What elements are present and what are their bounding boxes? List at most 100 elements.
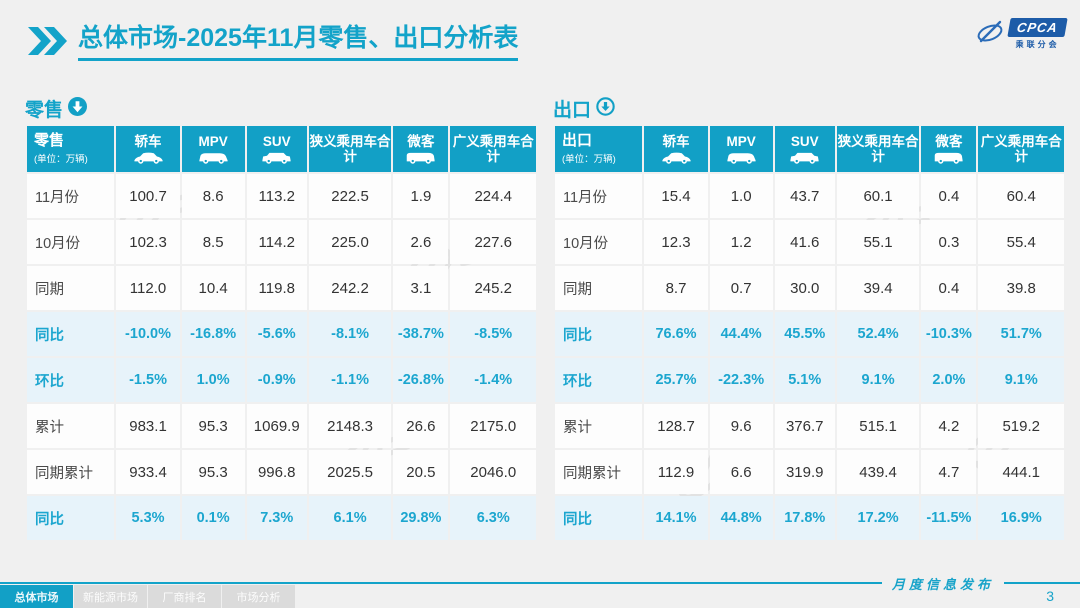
cell-value: 5.3%: [116, 496, 180, 540]
cell-value: -38.7%: [393, 312, 449, 356]
row-label: 同期: [27, 266, 115, 310]
cell-value: 102.3: [116, 220, 180, 264]
cell-value: 222.5: [308, 174, 392, 218]
cell-value: 95.3: [181, 450, 245, 494]
column-header: 广义乘用车合计: [450, 126, 536, 172]
suv-icon: [789, 151, 820, 164]
cell-value: 39.4: [836, 266, 920, 310]
table-corner-header: 零售 (单位：万辆): [27, 126, 115, 172]
cell-value: 933.4: [116, 450, 180, 494]
cell-value: 1069.9: [246, 404, 307, 448]
page-number: 3: [1046, 588, 1054, 604]
page-title: 总体市场-2025年11月零售、出口分析表: [78, 24, 519, 61]
footer-rule: [0, 582, 1080, 584]
section-title: 零售: [25, 100, 64, 121]
page-title-primary: 总体市场: [78, 24, 179, 52]
column-header: SUV: [774, 126, 835, 172]
cell-value: 14.1%: [644, 496, 708, 540]
cell-value: 119.8: [246, 266, 307, 310]
cell-value: -8.5%: [450, 312, 536, 356]
column-label: 微客: [407, 134, 435, 150]
cell-value: 2.6: [393, 220, 449, 264]
cell-value: 1.0%: [181, 358, 245, 402]
cell-value: 1.0: [709, 174, 773, 218]
cell-value: 30.0: [774, 266, 835, 310]
cell-value: -5.6%: [246, 312, 307, 356]
cell-value: 6.1%: [308, 496, 392, 540]
cell-value: 25.7%: [644, 358, 708, 402]
cell-value: 0.3: [921, 220, 977, 264]
cell-value: -16.8%: [181, 312, 245, 356]
cell-value: 43.7: [774, 174, 835, 218]
cell-value: -1.4%: [450, 358, 536, 402]
column-header: 狭义乘用车合计: [836, 126, 920, 172]
cell-value: 242.2: [308, 266, 392, 310]
cell-value: 128.7: [644, 404, 708, 448]
cell-value: 2175.0: [450, 404, 536, 448]
cell-value: 26.6: [393, 404, 449, 448]
cell-value: 112.9: [644, 450, 708, 494]
cell-value: 6.3%: [450, 496, 536, 540]
cell-value: 225.0: [308, 220, 392, 264]
cell-value: 55.1: [836, 220, 920, 264]
table-row: 10月份 12.3 1.2 41.6 55.1 0.3 55.4: [555, 220, 1064, 264]
footer-tab[interactable]: 新能源市场: [74, 585, 147, 608]
page-title-secondary: -2025年11月零售、出口分析表: [178, 24, 519, 52]
cell-value: 0.4: [921, 266, 977, 310]
cell-value: 1.9: [393, 174, 449, 218]
slide-header: 总体市场-2025年11月零售、出口分析表: [28, 24, 519, 61]
cell-value: 8.5: [181, 220, 245, 264]
column-header: MPV: [181, 126, 245, 172]
column-label: 轿车: [134, 134, 162, 150]
column-header: 轿车: [644, 126, 708, 172]
cell-value: 519.2: [978, 404, 1064, 448]
cell-value: 9.1%: [978, 358, 1064, 402]
cell-value: 20.5: [393, 450, 449, 494]
cell-value: 44.4%: [709, 312, 773, 356]
cell-value: 2025.5: [308, 450, 392, 494]
cell-value: 17.2%: [836, 496, 920, 540]
footer-tab[interactable]: 总体市场: [0, 585, 73, 608]
cell-value: 4.7: [921, 450, 977, 494]
cell-value: 245.2: [450, 266, 536, 310]
table-title: 出口: [562, 131, 593, 149]
cell-value: 0.1%: [181, 496, 245, 540]
cell-value: 9.1%: [836, 358, 920, 402]
cell-value: 16.9%: [978, 496, 1064, 540]
cell-value: 95.3: [181, 404, 245, 448]
cell-value: 29.8%: [393, 496, 449, 540]
section-title: 出口: [553, 100, 592, 121]
table-row: 11月份 100.7 8.6 113.2 222.5 1.9 224.4: [27, 174, 536, 218]
cell-value: 100.7: [116, 174, 180, 218]
cell-value: 12.3: [644, 220, 708, 264]
footer-tab[interactable]: 市场分析: [222, 585, 295, 608]
column-label: MPV: [198, 134, 228, 150]
table-row: 环比 -1.5% 1.0% -0.9% -1.1% -26.8% -1.4%: [27, 358, 536, 402]
cell-value: -8.1%: [308, 312, 392, 356]
row-label: 同期: [555, 266, 643, 310]
table-title: 零售: [34, 131, 65, 149]
row-label: 11月份: [27, 174, 115, 218]
row-label: 累计: [555, 404, 643, 448]
circle-down-arrow-outline-icon: [596, 96, 615, 121]
table-row: 同期累计 112.9 6.6 319.9 439.4 4.7 444.1: [555, 450, 1064, 494]
cell-value: 2046.0: [450, 450, 536, 494]
cell-value: -11.5%: [921, 496, 977, 540]
column-header: SUV: [246, 126, 307, 172]
table-row: 累计 983.1 95.3 1069.9 2148.3 26.6 2175.0: [27, 404, 536, 448]
row-label: 环比: [27, 358, 115, 402]
retail-table-section: 零售 零售 (单位：万辆) 轿车 MPV SUV 狭义乘用车合计 微客 广义乘用车合计 11月份…: [25, 96, 538, 542]
header-row: 零售 (单位：万辆) 轿车 MPV SUV 狭义乘用车合计 微客 广义乘用车合计: [27, 126, 536, 172]
cell-value: 4.2: [921, 404, 977, 448]
column-label: 广义乘用车合计: [452, 133, 534, 164]
footer-tab[interactable]: 厂商排名: [148, 585, 221, 608]
cell-value: -10.0%: [116, 312, 180, 356]
table-row: 同比 -10.0% -16.8% -5.6% -8.1% -38.7% -8.5%: [27, 312, 536, 356]
cell-value: 41.6: [774, 220, 835, 264]
microvan-icon: [933, 151, 964, 164]
cell-value: 60.4: [978, 174, 1064, 218]
column-label: MPV: [726, 134, 756, 150]
cell-value: 515.1: [836, 404, 920, 448]
cell-value: 439.4: [836, 450, 920, 494]
